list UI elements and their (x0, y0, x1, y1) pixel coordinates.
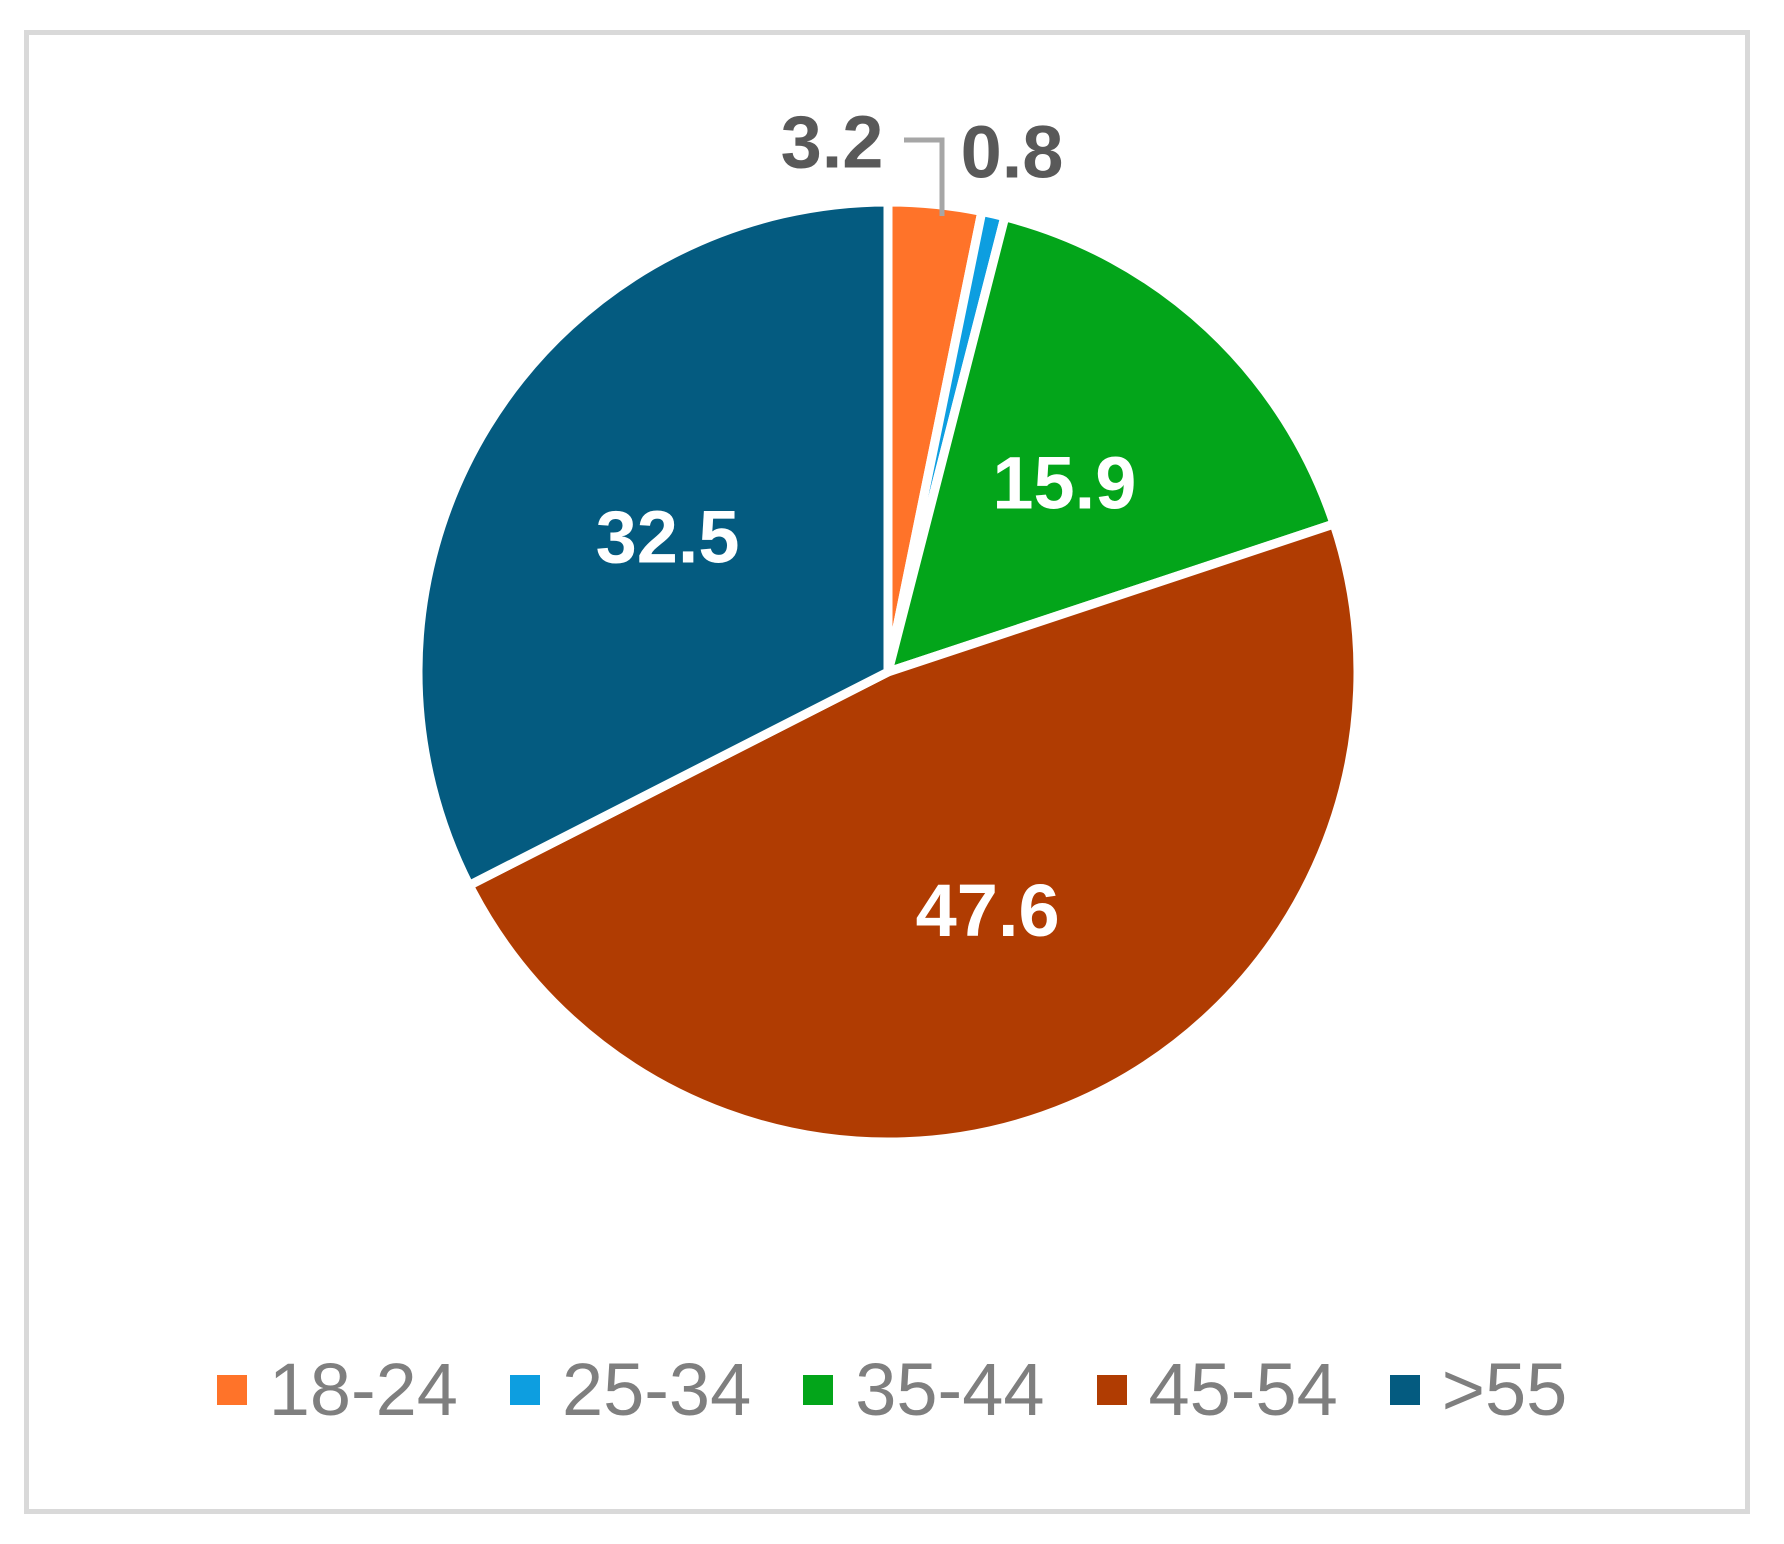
legend-label-gt55: >55 (1441, 1348, 1568, 1431)
legend-item-18-24: 18-24 (216, 1348, 458, 1431)
legend-label-45-54: 45-54 (1148, 1348, 1338, 1431)
legend-label-25-34: 25-34 (561, 1348, 752, 1431)
legend-swatch-45-54 (1096, 1375, 1127, 1405)
legend-swatch-gt55 (1389, 1375, 1420, 1405)
data-label-25-34: 0.8 (961, 111, 1064, 194)
leader-line-18-24 (904, 137, 945, 216)
data-label-gt55: 32.5 (596, 495, 740, 578)
legend-label-35-44: 35-44 (855, 1348, 1045, 1431)
data-label-45-54: 47.6 (916, 869, 1060, 952)
legend: 18-24 25-34 35-44 45-54 >55 (0, 1340, 1784, 1440)
legend-swatch-35-44 (803, 1375, 834, 1405)
pie-slice-gt55 (413, 197, 893, 890)
data-label-18-24: 3.2 (781, 101, 884, 184)
legend-swatch-25-34 (509, 1375, 540, 1405)
legend-swatch-18-24 (216, 1375, 247, 1405)
legend-label-18-24: 18-24 (268, 1348, 458, 1431)
data-label-35-44: 15.9 (992, 442, 1136, 525)
leader-lines (904, 137, 945, 216)
pie-data-labels: 3.2 0.8 15.9 47.6 32.5 (596, 101, 1137, 953)
legend-item-45-54: 45-54 (1096, 1348, 1338, 1431)
pie-slice-45-54 (464, 519, 1363, 1147)
legend-item-gt55: >55 (1389, 1348, 1568, 1431)
chart-frame (24, 30, 1750, 1514)
legend-item-25-34: 25-34 (509, 1348, 752, 1431)
legend-item-35-44: 35-44 (803, 1348, 1045, 1431)
pie-slices (413, 197, 1363, 1147)
